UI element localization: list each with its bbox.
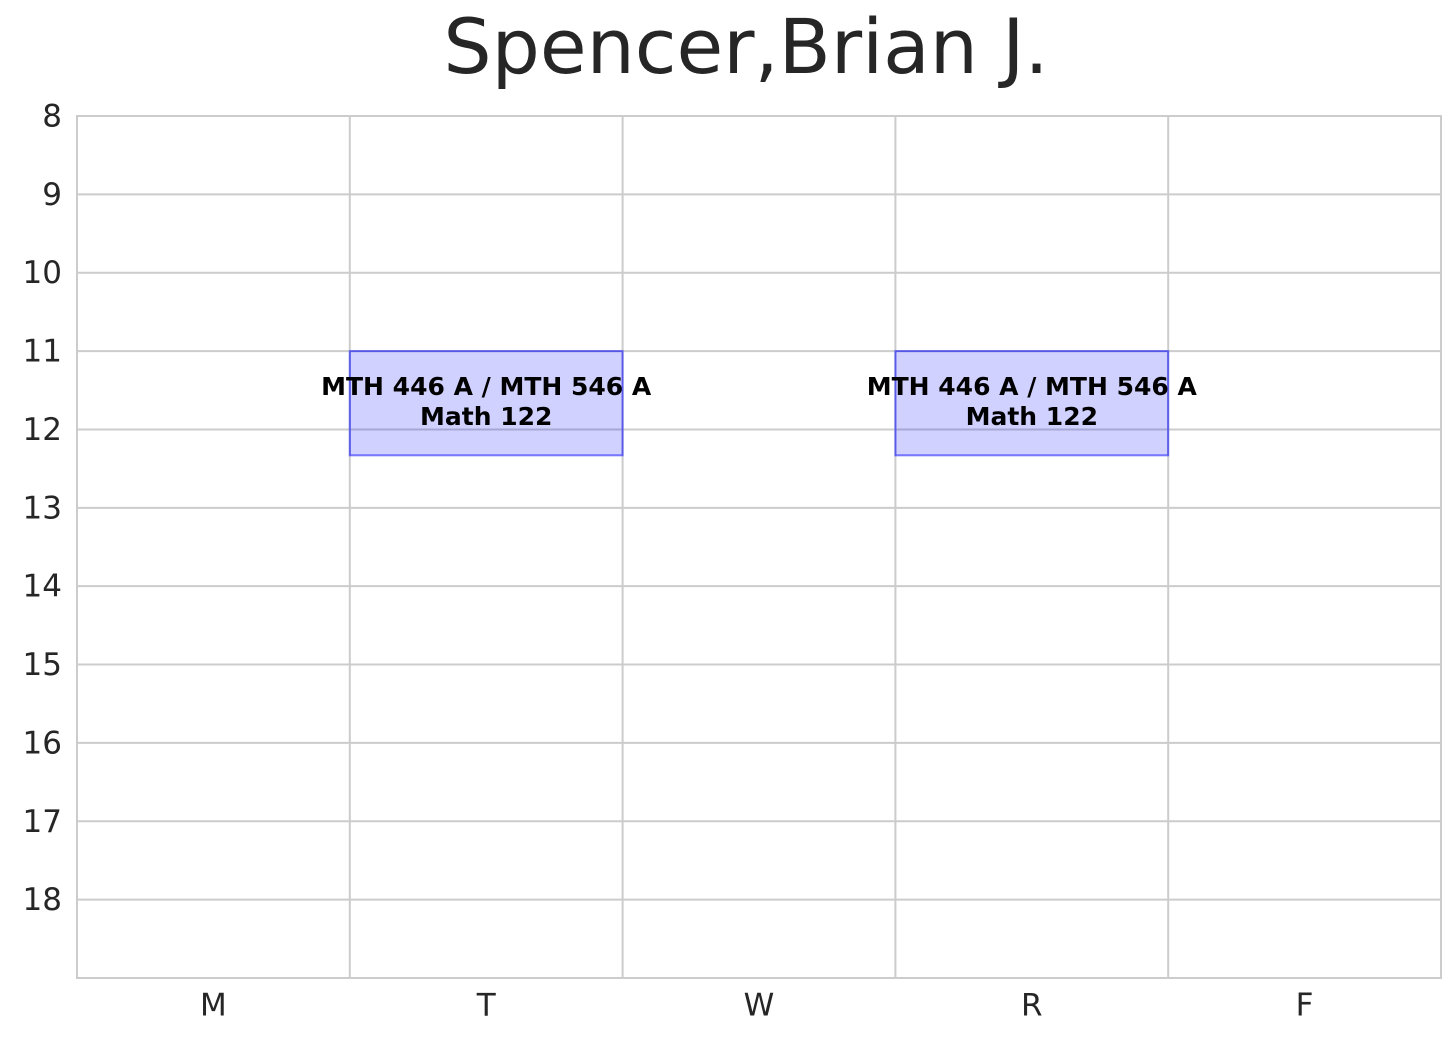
y-tick-label: 11 bbox=[23, 334, 62, 370]
class-room: Math 122 bbox=[966, 402, 1098, 431]
y-tick-label: 18 bbox=[23, 882, 62, 918]
class-block bbox=[348, 350, 624, 457]
y-tick-label: 9 bbox=[42, 177, 62, 213]
class-course: MTH 446 A / MTH 546 A bbox=[321, 372, 652, 401]
y-tick-label: 17 bbox=[23, 804, 62, 840]
y-tick-label: 13 bbox=[23, 490, 62, 526]
x-tick-label: F bbox=[1296, 988, 1314, 1024]
class-block bbox=[894, 350, 1170, 457]
x-tick-label: W bbox=[744, 988, 775, 1024]
x-tick-label: R bbox=[1021, 988, 1043, 1024]
y-tick-label: 8 bbox=[42, 99, 62, 135]
plot-frame bbox=[76, 115, 1442, 979]
class-course: MTH 446 A / MTH 546 A bbox=[867, 372, 1198, 401]
class-room: Math 122 bbox=[420, 402, 552, 431]
y-tick-label: 16 bbox=[23, 725, 62, 761]
y-tick-label: 14 bbox=[23, 569, 62, 605]
x-tick-label: T bbox=[476, 988, 497, 1024]
chart-title: Spencer,Brian J. bbox=[443, 2, 1048, 91]
y-tick-label: 10 bbox=[23, 255, 62, 291]
y-tick-label: 15 bbox=[23, 647, 62, 683]
x-tick-label: M bbox=[200, 988, 227, 1024]
y-tick-label: 12 bbox=[23, 412, 62, 448]
